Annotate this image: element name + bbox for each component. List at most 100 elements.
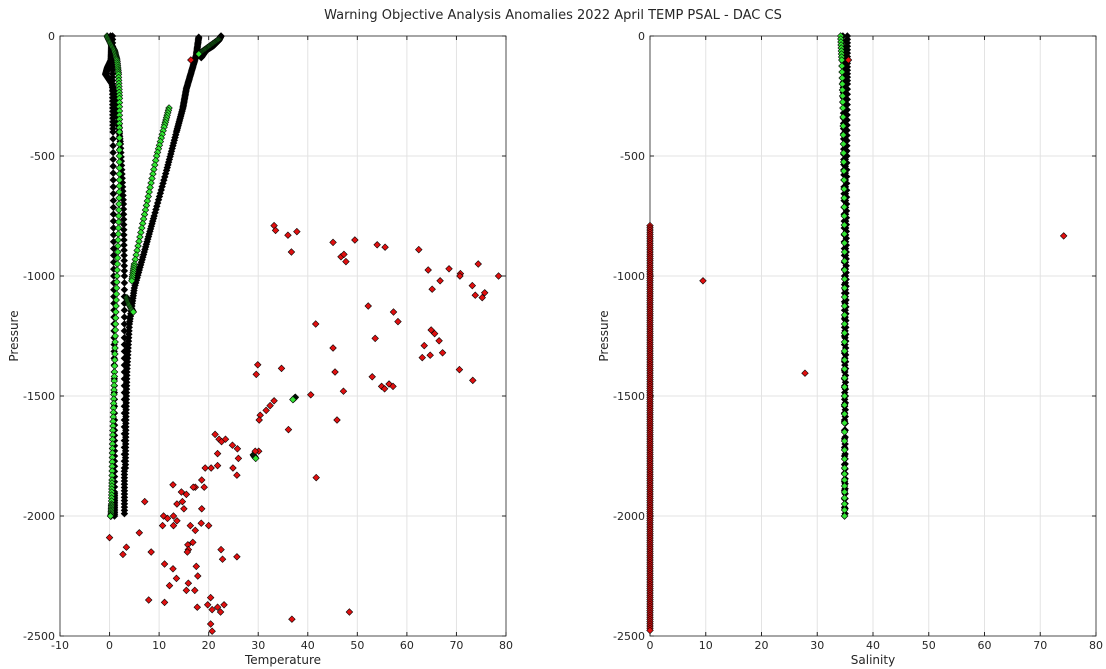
x-tick-label: 0 (106, 639, 113, 652)
flag-point (203, 601, 212, 609)
flag-point (233, 471, 241, 479)
flag-point (213, 449, 222, 458)
flag-point (312, 473, 320, 482)
flag-point (201, 464, 209, 472)
flag-point (119, 550, 127, 559)
salinity-axes[interactable]: 0 10 20 30 40 50 60 70 80 -2500 -2000 -1500 -1000 -50… (597, 30, 1103, 667)
x-tick-label: 10 (152, 639, 166, 652)
flag-point (311, 320, 320, 328)
flag-point (339, 387, 348, 395)
flag-point (418, 353, 426, 362)
flag-point (147, 548, 155, 556)
profile-point (128, 277, 136, 285)
profile-point (840, 365, 849, 373)
flag-point (186, 521, 195, 530)
profile-point (840, 293, 849, 301)
x-tick-label: 70 (449, 639, 463, 652)
x-tick-label: 30 (810, 639, 824, 652)
flag-point (169, 512, 178, 520)
profile-point (840, 320, 849, 328)
flag-point (182, 586, 191, 595)
profile-point (129, 308, 138, 316)
flag-point (197, 519, 205, 527)
flag-point (427, 326, 435, 334)
flag-point (165, 581, 174, 590)
temperature-axes[interactable]: -10 0 10 20 30 40 50 60 70 80 -2500 -2000 -1500 -1000… (7, 30, 513, 667)
flag-point (218, 555, 227, 563)
flag-point (216, 608, 225, 616)
flag-point (469, 376, 477, 385)
flag-point (220, 601, 228, 609)
flag-point (456, 272, 464, 280)
flag-point (217, 545, 225, 554)
x-tick-label: 50 (922, 639, 936, 652)
flag-point (373, 241, 381, 249)
flag-point (293, 227, 301, 236)
flag-point (187, 56, 195, 64)
x-tick-label: 50 (350, 639, 364, 652)
profile-point (839, 113, 847, 121)
flag-point (229, 464, 237, 472)
flag-point (426, 351, 434, 359)
profile-point (840, 455, 849, 463)
profile-point (840, 383, 849, 391)
flag-point (206, 620, 215, 628)
profile-point (840, 239, 849, 247)
x-tick-label: 40 (866, 639, 880, 652)
flag-point (213, 603, 222, 611)
flag-point (160, 560, 169, 568)
profile-point (840, 419, 849, 427)
flag-point (478, 293, 486, 302)
plot-area (60, 36, 506, 636)
profile-point (840, 329, 849, 337)
profile-point (839, 104, 847, 112)
flag-point (173, 500, 181, 508)
flag-point (471, 291, 479, 299)
flag-point (331, 368, 339, 376)
profile-point (840, 176, 848, 184)
y-tick-label: -500 (30, 150, 55, 163)
x-tick-label: 80 (1089, 639, 1103, 652)
profile-point (195, 50, 203, 58)
flag-point (180, 505, 188, 513)
profile-point (840, 212, 849, 220)
flag-point (169, 565, 177, 573)
x-tick-label: 70 (1033, 639, 1047, 652)
profile-point (840, 266, 849, 274)
flag-point (345, 608, 354, 616)
profile-point (840, 167, 848, 175)
series-1 (103, 32, 300, 520)
flag-point (380, 385, 389, 393)
flag-point (192, 562, 201, 571)
flag-point (189, 538, 197, 547)
x-tick-label: -10 (51, 639, 69, 652)
flag-point (189, 483, 198, 491)
flag-point (169, 521, 178, 530)
x-tick-label: 60 (400, 639, 414, 652)
x-axis-label: Salinity (851, 653, 895, 667)
profile-point (120, 509, 129, 518)
x-tick-label: 0 (647, 639, 654, 652)
x-tick-label: 20 (202, 639, 216, 652)
flag-point (182, 490, 191, 499)
profile-point (839, 122, 847, 130)
profile-point (840, 437, 849, 445)
flag-point (377, 382, 386, 391)
y-tick-label: -2000 (613, 510, 645, 523)
flag-point (228, 441, 237, 449)
flag-point (389, 308, 398, 316)
flag-point (266, 401, 274, 410)
profile-point (840, 248, 849, 256)
y-tick-label: 0 (48, 30, 55, 43)
flag-point (213, 461, 222, 470)
flag-point (284, 425, 293, 434)
profile-point (840, 410, 849, 418)
flag-point (172, 574, 181, 583)
x-tick-label: 80 (499, 639, 513, 652)
flag-point (233, 553, 241, 561)
profile-point (839, 149, 848, 157)
y-tick-label: -1000 (613, 270, 645, 283)
profile-point (839, 131, 848, 139)
x-tick-label: 10 (699, 639, 713, 652)
flag-point (277, 364, 286, 373)
